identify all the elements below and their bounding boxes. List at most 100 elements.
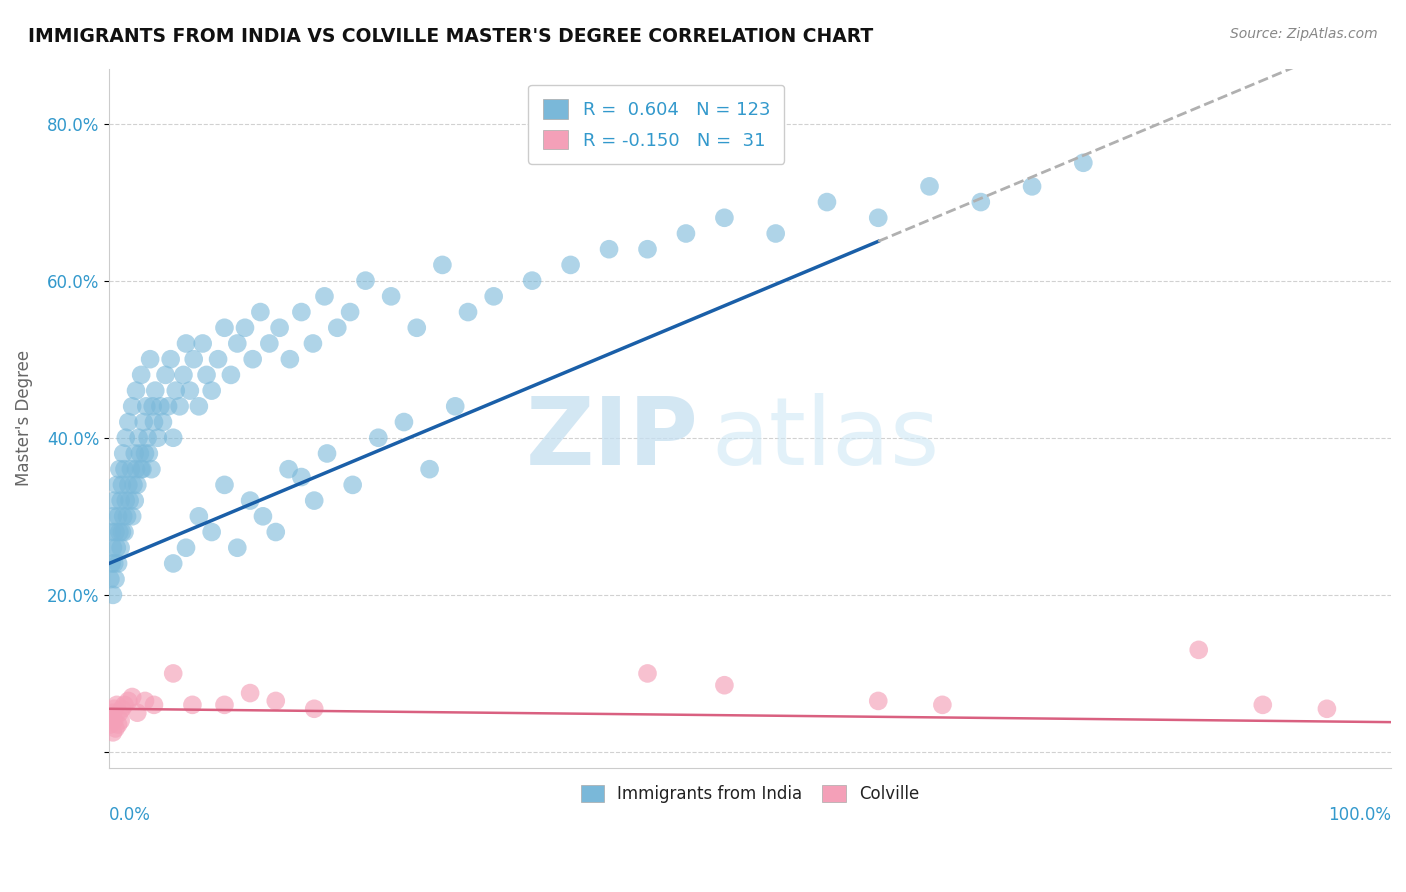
Point (115, 509, 138, 524)
Text: 100.0%: 100.0% (1329, 806, 1391, 824)
Point (302, 493, 325, 508)
Point (233, 320, 256, 334)
Point (125, 462, 148, 476)
Point (259, 336, 281, 351)
Point (128, 431, 150, 445)
Point (100, 557, 122, 571)
Point (457, 305, 479, 319)
Point (326, 320, 349, 334)
Point (110, 714, 132, 728)
Point (101, 706, 124, 720)
Point (134, 446, 156, 460)
Point (239, 493, 262, 508)
Point (110, 541, 132, 555)
Point (139, 352, 162, 367)
Point (143, 384, 166, 398)
Point (108, 524, 131, 539)
Point (117, 478, 139, 492)
Point (637, 666, 659, 681)
Point (269, 320, 291, 334)
Point (110, 493, 132, 508)
Point (354, 274, 377, 288)
Point (214, 478, 236, 492)
Point (713, 678, 735, 692)
Point (127, 478, 149, 492)
Point (868, 694, 890, 708)
Point (931, 698, 953, 712)
Point (136, 431, 159, 445)
Point (187, 400, 209, 414)
Point (131, 462, 153, 476)
Point (103, 493, 125, 508)
Point (195, 368, 218, 382)
Point (121, 509, 143, 524)
Point (122, 478, 145, 492)
Point (114, 493, 136, 508)
Point (155, 368, 177, 382)
Point (100, 717, 122, 731)
Point (101, 541, 124, 555)
Point (264, 694, 287, 708)
Point (121, 400, 143, 414)
Point (107, 557, 129, 571)
Point (219, 368, 242, 382)
Point (191, 336, 214, 351)
Point (105, 478, 128, 492)
Point (201, 384, 224, 398)
Point (637, 242, 659, 256)
Point (181, 698, 204, 712)
Point (1021, 179, 1043, 194)
Point (118, 493, 141, 508)
Point (765, 227, 787, 241)
Point (302, 702, 325, 716)
Point (108, 706, 131, 720)
Point (380, 289, 402, 303)
Point (239, 686, 262, 700)
Point (264, 524, 287, 539)
Point (120, 462, 142, 476)
Point (1316, 702, 1339, 716)
Point (108, 462, 131, 476)
Point (124, 493, 146, 508)
Point (114, 431, 136, 445)
Point (405, 320, 427, 334)
Point (117, 694, 139, 708)
Text: Source: ZipAtlas.com: Source: ZipAtlas.com (1230, 27, 1378, 41)
Point (143, 698, 166, 712)
Point (121, 690, 143, 704)
Point (1073, 156, 1095, 170)
Point (316, 446, 339, 460)
Point (111, 702, 134, 716)
Point (101, 509, 124, 524)
Point (114, 462, 136, 476)
Point (111, 478, 134, 492)
Point (207, 352, 229, 367)
Point (226, 336, 249, 351)
Point (290, 470, 312, 484)
Point (103, 714, 125, 728)
Point (249, 305, 271, 319)
Point (114, 698, 136, 712)
Point (162, 431, 184, 445)
Point (103, 557, 125, 571)
Point (134, 694, 156, 708)
Point (146, 431, 169, 445)
Point (105, 541, 128, 555)
Point (174, 541, 197, 555)
Point (172, 368, 194, 382)
Point (117, 415, 139, 429)
Point (342, 478, 364, 492)
Point (103, 702, 125, 716)
Point (560, 258, 582, 272)
Legend: Immigrants from India, Colville: Immigrants from India, Colville (572, 777, 928, 812)
Text: ZIP: ZIP (526, 393, 699, 485)
Point (174, 336, 197, 351)
Point (290, 305, 312, 319)
Point (482, 289, 505, 303)
Point (339, 305, 361, 319)
Point (129, 462, 152, 476)
Point (135, 400, 157, 414)
Point (302, 336, 325, 351)
Point (179, 384, 201, 398)
Point (142, 400, 165, 414)
